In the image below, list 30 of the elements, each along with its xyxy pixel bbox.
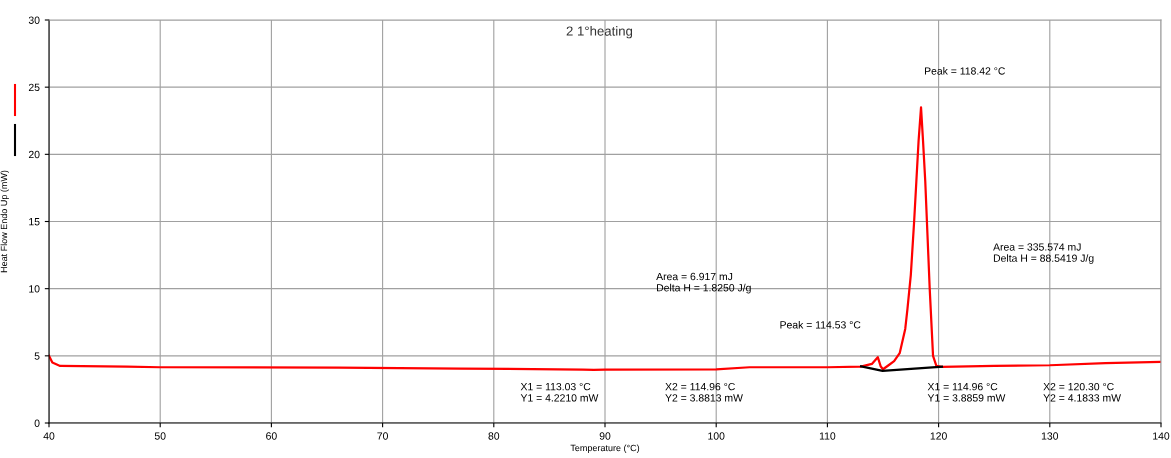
- x-tick-label: 80: [488, 432, 500, 440]
- x-tick-label: 140: [1153, 432, 1170, 440]
- y-tick-label: 25: [28, 83, 40, 92]
- y-axis-title: Heat Flow Endo Up (mW): [0, 170, 9, 273]
- y-tick-label: 15: [29, 218, 40, 226]
- annotation: Peak = 114.53 °C: [780, 320, 861, 329]
- x-tick-label: 90: [599, 432, 611, 440]
- annotation: X2 = 114.96 °C Y2 = 3.8813 mW: [665, 382, 743, 402]
- x-tick-label: 60: [266, 432, 277, 440]
- chart-title: 2 1°heating: [566, 26, 633, 39]
- y-tick-label: 10: [29, 285, 40, 293]
- x-axis-title: Temperature (°C): [570, 444, 640, 453]
- x-tick-label: 50: [154, 432, 166, 440]
- line-series: [49, 106, 1161, 372]
- y-tick-label: 30: [28, 16, 40, 24]
- annotation: X1 = 113.03 °C Y1 = 4.2210 mW: [520, 382, 599, 402]
- x-tick-label: 130: [1041, 432, 1059, 440]
- x-tick-label: 110: [819, 432, 836, 440]
- annotation: Peak = 118.42 °C: [925, 67, 1006, 75]
- annotation: X1 = 114.96 °C Y1 = 3.8859 mW: [927, 382, 1006, 402]
- y-tick-label: 5: [34, 352, 40, 360]
- annotation: Area = 335.574 mJ Delta H = 88.5419 J/g: [993, 243, 1094, 264]
- y-tick-label: 0: [34, 419, 40, 427]
- annotation: Area = 6.917 mJ Delta H = 1.8250 J/g: [656, 272, 751, 294]
- x-tick-label: 40: [43, 432, 55, 440]
- x-tick-label: 100: [708, 432, 725, 440]
- y-tick-label: 20: [28, 150, 40, 159]
- annotation: X2 = 120.30 °C Y2 = 4.1833 mW: [1043, 382, 1121, 402]
- x-tick-label: 120: [930, 432, 947, 440]
- x-tick-label: 70: [377, 432, 388, 440]
